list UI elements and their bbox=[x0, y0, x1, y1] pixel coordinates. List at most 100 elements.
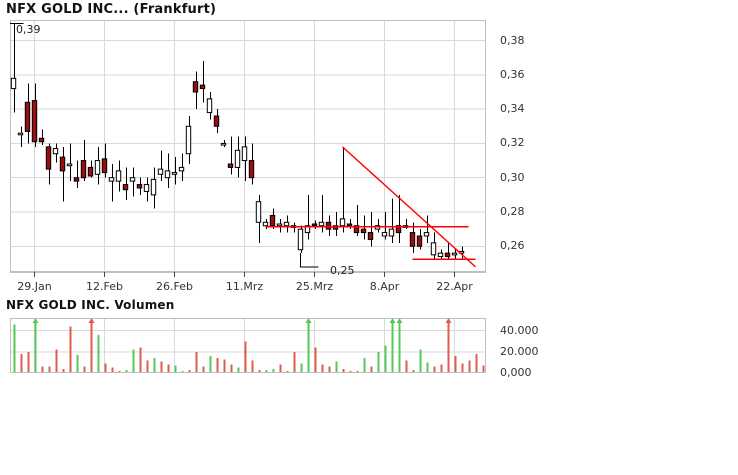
x-axis-tick-label: 12.Feb bbox=[86, 280, 123, 293]
y-axis-tick-label: 0,28 bbox=[500, 205, 525, 218]
candlestick[interactable] bbox=[220, 140, 227, 147]
volume-y-axis-tick-label: 20.000 bbox=[500, 344, 539, 358]
candlestick[interactable] bbox=[101, 143, 108, 178]
candlestick[interactable] bbox=[199, 61, 206, 103]
candlestick[interactable] bbox=[402, 218, 409, 230]
candlestick[interactable] bbox=[346, 218, 353, 230]
candlestick[interactable] bbox=[255, 194, 262, 243]
candlestick[interactable] bbox=[213, 109, 220, 134]
candlestick[interactable] bbox=[178, 153, 185, 182]
candlestick[interactable] bbox=[374, 218, 381, 233]
candlestick[interactable] bbox=[150, 167, 157, 209]
candle-body-up bbox=[108, 177, 115, 182]
candlestick[interactable] bbox=[45, 143, 52, 185]
candlestick[interactable] bbox=[136, 177, 143, 195]
candlestick[interactable] bbox=[80, 140, 87, 182]
candle-body-up bbox=[318, 221, 325, 227]
y-axis-tick-label: 0,36 bbox=[500, 67, 525, 81]
candlestick[interactable] bbox=[17, 126, 24, 147]
candlestick[interactable] bbox=[437, 249, 444, 260]
high-annotation: 0,39 bbox=[16, 23, 41, 36]
candlestick[interactable] bbox=[269, 208, 276, 230]
page-title: NFX GOLD INC... (Frankfurt) bbox=[6, 2, 217, 17]
candlestick[interactable] bbox=[451, 249, 458, 260]
candlestick[interactable] bbox=[276, 218, 283, 233]
candlestick[interactable] bbox=[122, 167, 129, 200]
candlestick[interactable] bbox=[241, 136, 248, 182]
candlestick[interactable] bbox=[423, 215, 430, 243]
candlestick[interactable] bbox=[304, 194, 311, 240]
candlestick[interactable] bbox=[206, 92, 213, 120]
price-candlestick-svg[interactable] bbox=[10, 20, 486, 272]
candlestick[interactable] bbox=[332, 212, 339, 236]
candlestick[interactable] bbox=[24, 83, 31, 144]
candle-body-down bbox=[59, 156, 66, 172]
candlestick[interactable] bbox=[10, 23, 17, 113]
candlestick[interactable] bbox=[262, 218, 269, 230]
candlestick[interactable] bbox=[227, 136, 234, 175]
candlestick[interactable] bbox=[52, 143, 59, 163]
candle-body-up bbox=[262, 221, 269, 227]
candlestick[interactable] bbox=[388, 198, 395, 243]
candlestick[interactable] bbox=[87, 160, 94, 178]
candlestick[interactable] bbox=[290, 222, 297, 233]
candlestick[interactable] bbox=[108, 164, 115, 202]
candlestick[interactable] bbox=[171, 157, 178, 185]
candle-body-down bbox=[80, 160, 87, 179]
volume-plot-frame bbox=[10, 318, 486, 373]
candle-body-up bbox=[423, 232, 430, 237]
candle-body-up bbox=[388, 228, 395, 237]
candle-body-down bbox=[353, 225, 360, 234]
volume-title: NFX GOLD INC. Volumen bbox=[6, 298, 175, 312]
volume-overflow-arrow-icon bbox=[389, 318, 396, 323]
candlestick[interactable] bbox=[416, 229, 423, 250]
candle-body-up bbox=[94, 160, 101, 175]
candle-body-down bbox=[332, 225, 339, 230]
candlestick[interactable] bbox=[297, 225, 304, 254]
candlestick[interactable] bbox=[444, 242, 451, 260]
candlestick[interactable] bbox=[325, 215, 332, 236]
candlestick[interactable] bbox=[381, 212, 388, 240]
candlestick[interactable] bbox=[430, 232, 437, 260]
candlestick[interactable] bbox=[94, 146, 101, 185]
candlestick[interactable] bbox=[59, 146, 66, 202]
candlestick[interactable] bbox=[367, 212, 374, 247]
volume-y-axis-tick-label: 40.000 bbox=[500, 323, 539, 337]
candlestick[interactable] bbox=[185, 116, 192, 164]
candlestick[interactable] bbox=[38, 129, 45, 146]
candle-body-up bbox=[115, 170, 122, 182]
candlestick[interactable] bbox=[31, 83, 38, 147]
candlestick[interactable] bbox=[73, 160, 80, 188]
volume-chart-pane[interactable] bbox=[10, 318, 486, 373]
candlestick[interactable] bbox=[164, 153, 171, 188]
candlestick[interactable] bbox=[234, 136, 241, 178]
candlestick[interactable] bbox=[311, 220, 318, 230]
downtrend-line[interactable] bbox=[342, 146, 476, 268]
candlestick[interactable] bbox=[115, 160, 122, 192]
volume-bars-svg[interactable] bbox=[10, 318, 486, 373]
candlestick[interactable] bbox=[360, 215, 367, 240]
candlestick[interactable] bbox=[353, 205, 360, 236]
y-axis-tick-label: 0,26 bbox=[500, 239, 525, 253]
candlestick[interactable] bbox=[129, 167, 136, 197]
candle-body-up bbox=[150, 178, 157, 196]
candle-body-down bbox=[122, 184, 129, 191]
candle-body-up bbox=[304, 225, 311, 234]
candlestick[interactable] bbox=[409, 222, 416, 254]
candlestick[interactable] bbox=[192, 71, 199, 110]
candlestick[interactable] bbox=[339, 146, 346, 233]
candlestick[interactable] bbox=[143, 177, 150, 202]
volume-overflow-arrow-icon bbox=[396, 318, 403, 323]
candlestick[interactable] bbox=[283, 215, 290, 233]
candlestick[interactable] bbox=[66, 143, 73, 182]
candle-body-down bbox=[325, 221, 332, 230]
low-annotation-leader bbox=[300, 253, 319, 268]
candlestick[interactable] bbox=[395, 194, 402, 243]
candlestick[interactable] bbox=[157, 150, 164, 182]
candle-body-up bbox=[206, 98, 213, 114]
x-axis-tick-label: 8.Apr bbox=[369, 280, 400, 293]
price-chart-pane[interactable] bbox=[10, 20, 486, 272]
candle-body-down bbox=[45, 146, 52, 170]
candlestick[interactable] bbox=[248, 143, 255, 185]
candle-body-down bbox=[24, 101, 31, 132]
